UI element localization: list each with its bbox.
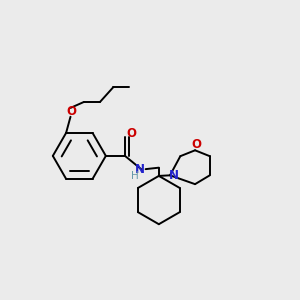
Text: O: O xyxy=(127,127,136,140)
Text: O: O xyxy=(191,139,202,152)
Text: H: H xyxy=(131,171,139,181)
Text: N: N xyxy=(135,163,145,176)
Text: O: O xyxy=(66,105,76,118)
Text: N: N xyxy=(169,169,179,182)
